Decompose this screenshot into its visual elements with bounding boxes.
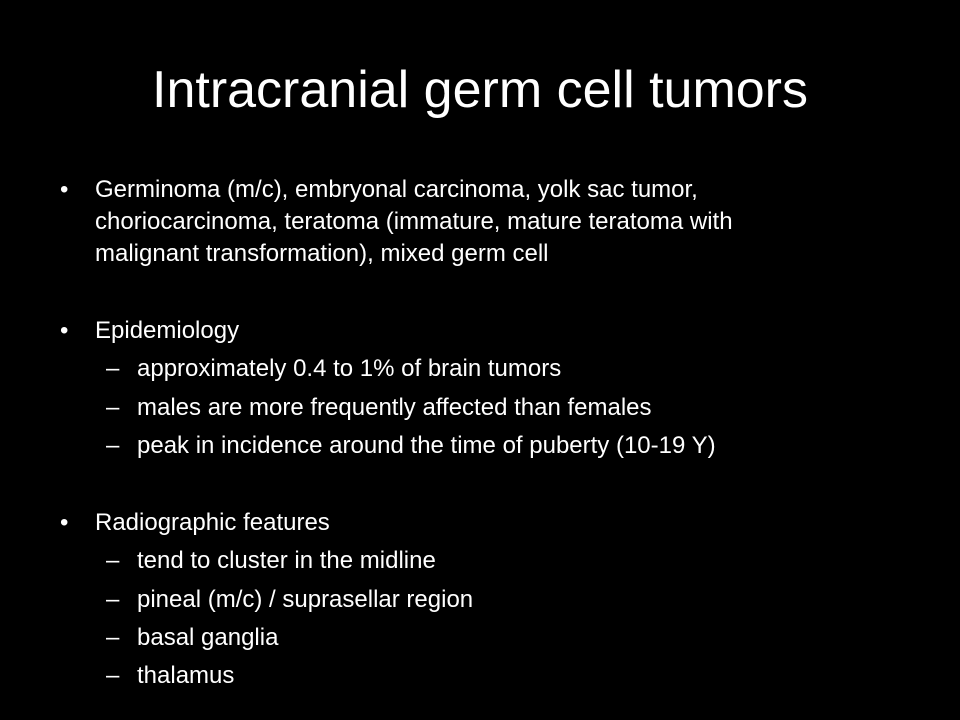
bullet-marker: • — [60, 509, 69, 536]
sub-bullet-item: basal ganglia — [137, 624, 279, 651]
sub-bullet-marker: – — [106, 355, 120, 382]
sub-bullet-marker: – — [106, 662, 120, 689]
sub-bullet-item: tend to cluster in the midline — [137, 547, 436, 574]
bullet-line: malignant transformation), mixed germ ce… — [95, 240, 549, 267]
sub-bullet-marker: – — [106, 394, 120, 421]
bullet-marker: • — [60, 317, 69, 344]
sub-bullet-marker: – — [106, 432, 120, 459]
sub-bullet-item: approximately 0.4 to 1% of brain tumors — [137, 355, 562, 382]
sub-bullet-item: peak in incidence around the time of pub… — [137, 432, 716, 459]
sub-bullet-marker: – — [106, 586, 120, 613]
bullet-heading-epidemiology: Epidemiology — [95, 317, 240, 344]
sub-bullet-item: thalamus — [137, 662, 235, 689]
sub-bullet-item: males are more frequently affected than … — [137, 394, 652, 421]
sub-bullet-marker: – — [106, 624, 120, 651]
slide-title: Intracranial germ cell tumors — [152, 61, 808, 119]
bullet-line: Germinoma (m/c), embryonal carcinoma, yo… — [95, 176, 698, 203]
sub-bullet-marker: – — [106, 547, 120, 574]
bullet-marker: • — [60, 176, 69, 203]
sub-bullet-item: pineal (m/c) / suprasellar region — [137, 586, 474, 613]
bullet-heading-radiographic-features: Radiographic features — [95, 509, 330, 536]
bullet-line: choriocarcinoma, teratoma (immature, mat… — [95, 208, 733, 235]
